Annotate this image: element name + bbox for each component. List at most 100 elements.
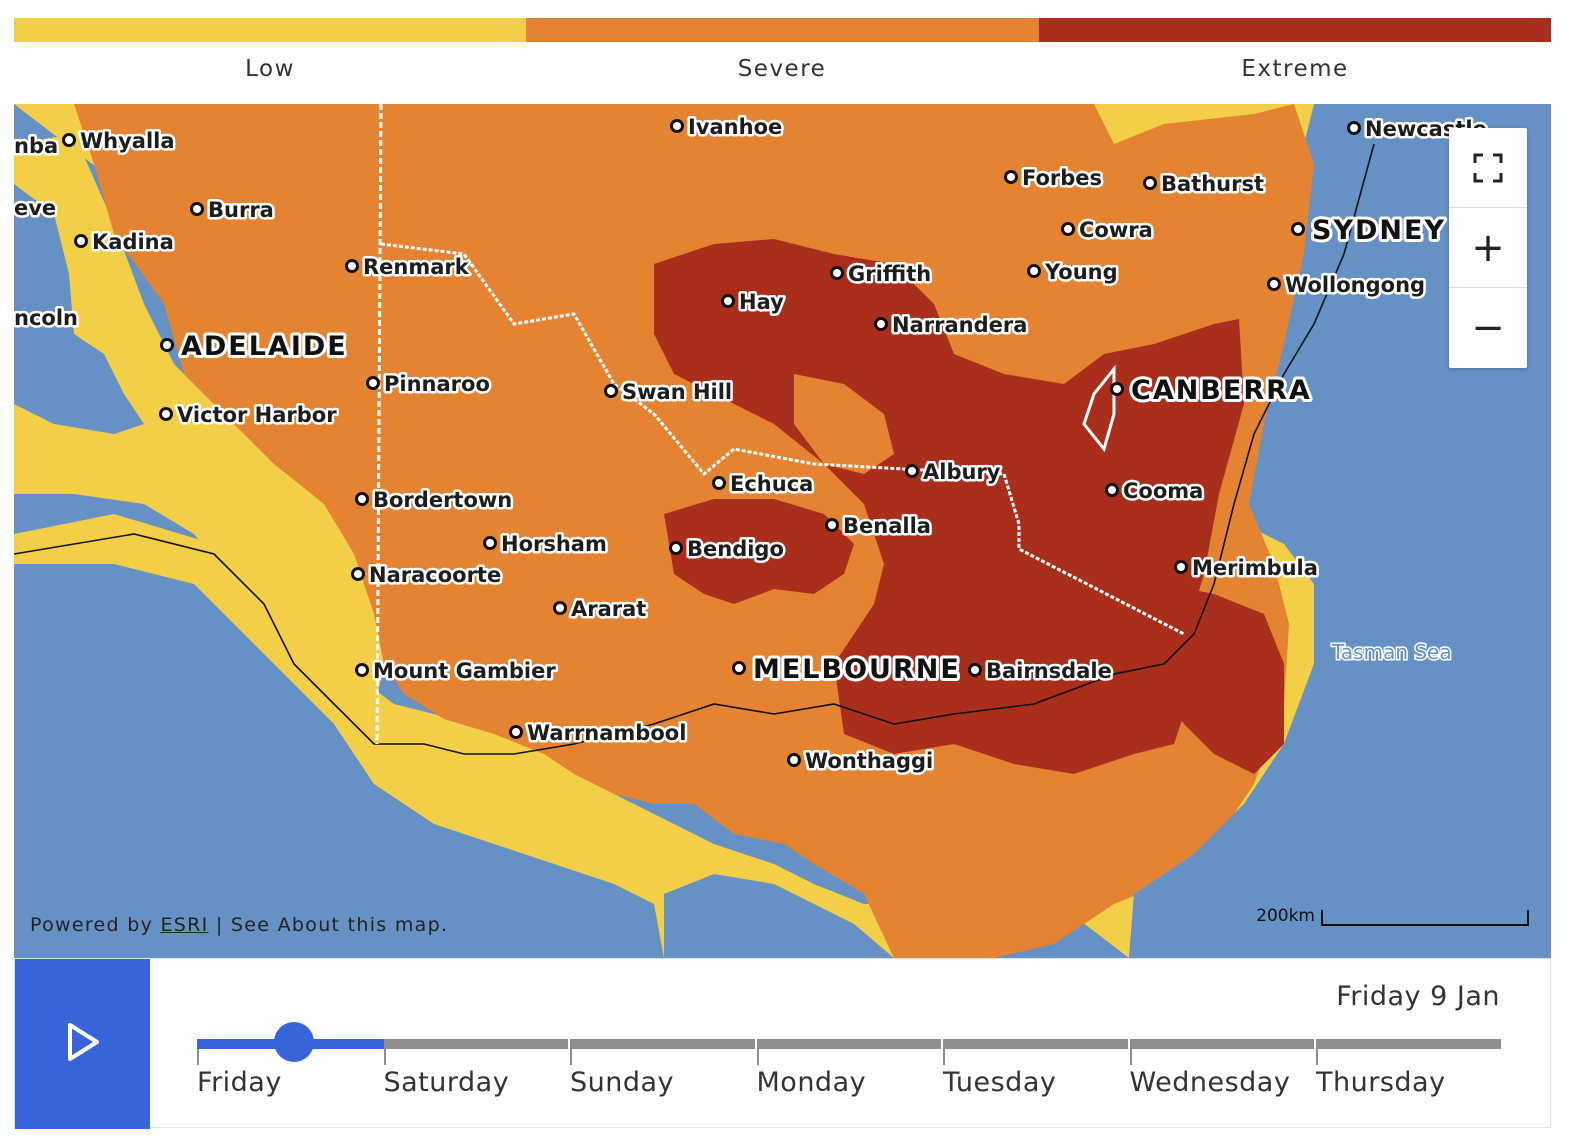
- town-marker[interactable]: [968, 663, 982, 677]
- town-marker[interactable]: [351, 567, 365, 581]
- scale-bar: 200km: [1256, 906, 1529, 926]
- timeline-knob[interactable]: [273, 1022, 314, 1062]
- map-controls: + −: [1449, 128, 1527, 368]
- attribution-prefix: Powered by: [30, 914, 161, 936]
- town-marker[interactable]: [1027, 264, 1041, 278]
- town-label: Echuca: [730, 472, 813, 496]
- day-track-segment[interactable]: [1131, 1039, 1314, 1049]
- city-marker[interactable]: [160, 338, 174, 352]
- day-track-segment[interactable]: [945, 1039, 1128, 1049]
- town-label: Forbes: [1022, 166, 1102, 190]
- town-label: Warrnambool: [527, 721, 686, 745]
- city-label: MELBOURNE: [753, 654, 961, 685]
- town-marker[interactable]: [787, 753, 801, 767]
- town-marker[interactable]: [1174, 560, 1188, 574]
- town-marker[interactable]: [874, 317, 888, 331]
- day-tick: [1316, 1039, 1318, 1065]
- day-label-tuesday[interactable]: Tuesday: [943, 1067, 1057, 1098]
- legend-swatch-low: [14, 18, 526, 42]
- land-low-west: [14, 134, 394, 744]
- town-marker[interactable]: [355, 663, 369, 677]
- day-tick: [756, 1039, 759, 1065]
- town-marker[interactable]: [1004, 170, 1018, 184]
- forecast-timeline: Friday 9 Jan Friday Saturday Sunday Monday T…: [14, 958, 1551, 1129]
- town-marker[interactable]: [355, 492, 369, 506]
- city-marker[interactable]: [1291, 222, 1305, 236]
- risk-legend: Low Severe Extreme: [14, 18, 1551, 88]
- city-marker[interactable]: [1110, 382, 1124, 396]
- partial-town-label: eve: [14, 196, 56, 220]
- town-marker[interactable]: [509, 725, 523, 739]
- town-label: Wonthaggi: [805, 749, 933, 773]
- play-button[interactable]: [15, 959, 150, 1129]
- current-date: Friday 9 Jan: [1336, 981, 1500, 1012]
- play-icon: [66, 1022, 100, 1067]
- town-label: Renmark: [363, 255, 470, 279]
- town-marker[interactable]: [670, 119, 684, 133]
- scale-label: 200km: [1256, 906, 1315, 926]
- map-attribution: Powered by ESRI | See About this map.: [30, 914, 448, 936]
- legend-swatch-extreme: [1039, 18, 1551, 42]
- day-track-segment[interactable]: [572, 1039, 755, 1049]
- zoom-in-button[interactable]: +: [1449, 208, 1527, 288]
- town-marker[interactable]: [830, 266, 844, 280]
- town-marker[interactable]: [74, 234, 88, 248]
- fullscreen-button[interactable]: [1449, 128, 1527, 208]
- town-marker[interactable]: [553, 601, 567, 615]
- day-label-saturday[interactable]: Saturday: [383, 1067, 510, 1098]
- town-label: Griffith: [848, 262, 931, 286]
- town-marker[interactable]: [366, 376, 380, 390]
- land-extreme-bendigo: [664, 499, 854, 604]
- day-label-sunday[interactable]: Sunday: [570, 1067, 675, 1098]
- town-label: Kadina: [92, 230, 174, 254]
- day-label-thursday[interactable]: Thursday: [1316, 1067, 1446, 1098]
- sea-southern-ocean: [14, 564, 664, 958]
- day-track-segment[interactable]: [1318, 1039, 1501, 1049]
- esri-link[interactable]: ESRI: [160, 914, 209, 936]
- town-label: Albury: [923, 460, 1001, 484]
- sea-tasman: [1129, 104, 1551, 958]
- city-marker[interactable]: [732, 661, 746, 675]
- town-marker[interactable]: [712, 476, 726, 490]
- attribution-suffix[interactable]: | See About this map.: [208, 914, 449, 936]
- partial-town-label: nba: [14, 134, 58, 158]
- town-marker[interactable]: [190, 202, 204, 216]
- town-label: Bordertown: [373, 488, 512, 512]
- legend-label-extreme: Extreme: [1241, 56, 1349, 82]
- town-label: Bathurst: [1161, 172, 1264, 196]
- town-marker[interactable]: [345, 259, 359, 273]
- map-canvas[interactable]: Whyalla Burra Kadina Renmark Pinnaroo Victor …: [14, 104, 1551, 958]
- day-label-friday[interactable]: Friday: [197, 1067, 282, 1098]
- town-marker[interactable]: [483, 536, 497, 550]
- town-label: Swan Hill: [622, 380, 732, 404]
- town-marker[interactable]: [1143, 176, 1157, 190]
- town-label: Horsham: [501, 532, 607, 556]
- city-label: SYDNEY: [1312, 215, 1446, 246]
- town-marker[interactable]: [1267, 277, 1281, 291]
- town-marker[interactable]: [604, 384, 618, 398]
- town-marker[interactable]: [1105, 483, 1119, 497]
- town-label: Bairnsdale: [986, 659, 1112, 683]
- day-tick: [197, 1039, 199, 1065]
- town-marker[interactable]: [1061, 222, 1075, 236]
- town-marker[interactable]: [1347, 121, 1361, 135]
- scale-line: [1321, 910, 1529, 926]
- day-label-wednesday[interactable]: Wednesday: [1129, 1067, 1291, 1098]
- day-track-segment[interactable]: [758, 1039, 941, 1049]
- towns: Whyalla Burra Kadina Renmark Pinnaroo Victor …: [14, 113, 1489, 776]
- town-marker[interactable]: [905, 464, 919, 478]
- town-marker[interactable]: [825, 518, 839, 532]
- zoom-out-button[interactable]: −: [1471, 305, 1505, 351]
- day-track-segment[interactable]: [385, 1039, 568, 1049]
- fullscreen-icon: [1473, 153, 1503, 183]
- day-label-monday[interactable]: Monday: [756, 1067, 867, 1098]
- town-marker[interactable]: [721, 294, 735, 308]
- town-label: Mount Gambier: [373, 659, 556, 683]
- town-marker[interactable]: [669, 541, 683, 555]
- town-label: Ivanhoe: [688, 115, 782, 139]
- land-extreme-north: [654, 239, 1244, 774]
- sea-label-tasman: Tasman Sea: [1331, 640, 1452, 664]
- town-marker[interactable]: [62, 133, 76, 147]
- fire-danger-map[interactable]: Whyalla Burra Kadina Renmark Pinnaroo Victor …: [14, 104, 1551, 958]
- town-marker[interactable]: [159, 407, 173, 421]
